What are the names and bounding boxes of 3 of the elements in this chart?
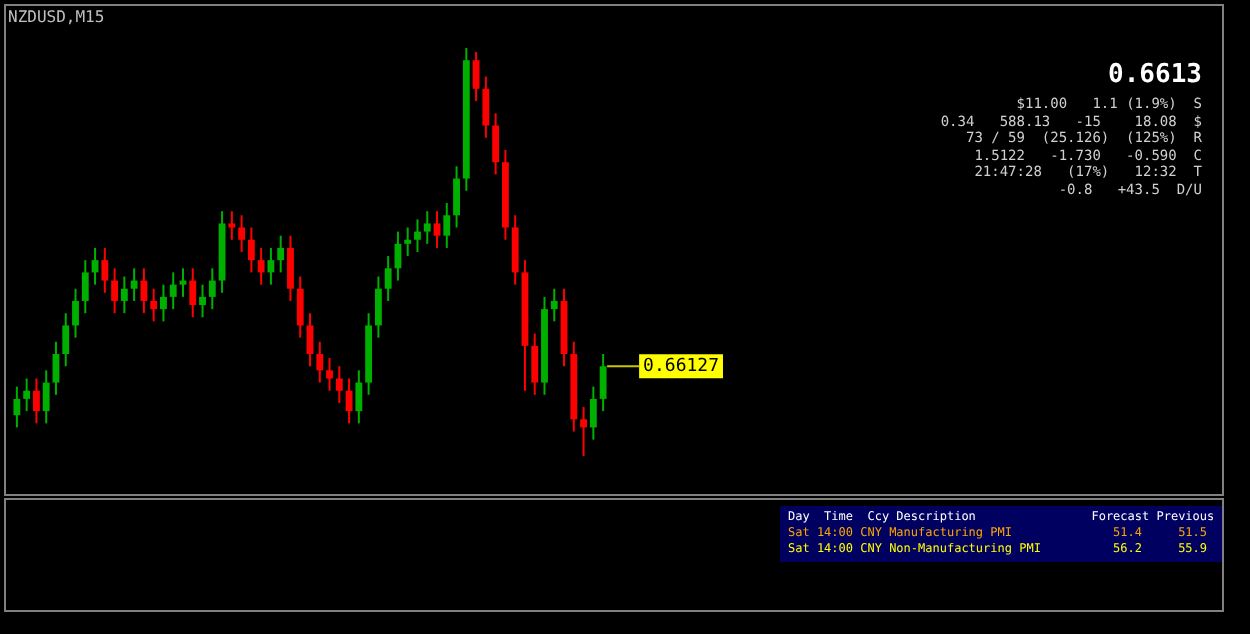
- chart-title: NZDUSD,M15: [8, 8, 105, 26]
- text: 0.66127: [643, 356, 719, 377]
- text: 0.6613: [1108, 60, 1202, 90]
